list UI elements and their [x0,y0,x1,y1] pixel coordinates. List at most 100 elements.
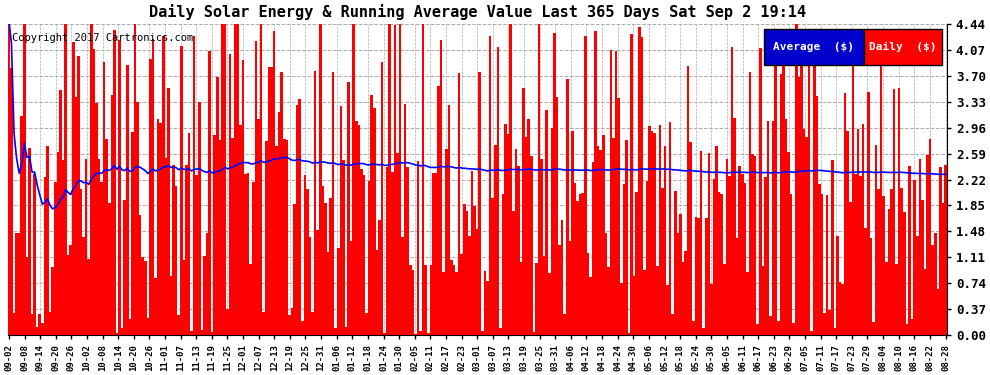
Bar [18,233,21,335]
Bar [929,139,932,335]
Bar [499,328,502,335]
Bar [87,260,90,335]
Bar [293,204,296,335]
Bar [816,96,818,335]
Bar [612,138,615,335]
Bar [275,147,278,335]
Bar [126,65,129,335]
Bar [404,104,407,335]
Bar [824,313,826,335]
Bar [95,103,98,335]
Bar [47,146,49,335]
Bar [558,245,561,335]
Bar [484,271,486,335]
Bar [826,195,829,335]
Bar [327,252,330,335]
Bar [365,313,368,335]
Bar [349,241,352,335]
Bar [53,182,56,335]
Bar [671,314,674,335]
Bar [581,193,584,335]
Bar [92,49,95,335]
Bar [592,162,594,335]
Bar [82,237,85,335]
Bar [56,152,59,335]
Bar [201,330,203,335]
Bar [723,264,726,335]
Bar [116,333,118,335]
Bar [156,119,159,335]
Bar [728,176,731,335]
Bar [66,255,69,335]
Bar [335,328,337,335]
Bar [319,20,322,335]
Bar [795,20,798,335]
Bar [736,238,739,335]
Bar [530,156,533,335]
Bar [262,312,265,335]
Bar [430,266,433,335]
Bar [129,319,131,335]
Bar [599,150,602,335]
Bar [306,189,309,335]
Bar [352,21,355,335]
Bar [399,20,401,335]
Bar [875,145,877,335]
Bar [370,95,373,335]
Bar [800,46,803,335]
Bar [787,152,790,335]
Bar [388,20,391,335]
Bar [265,141,267,335]
Bar [118,40,121,335]
Bar [447,105,450,335]
Bar [739,166,741,335]
Bar [391,172,394,335]
Bar [142,257,144,335]
Bar [188,133,190,335]
Bar [322,186,324,335]
Bar [761,266,764,335]
Bar [790,194,792,335]
Bar [257,119,259,335]
Bar [561,220,563,335]
Bar [741,174,743,335]
Bar [893,89,895,335]
Bar [623,184,625,335]
Bar [234,20,237,335]
Bar [386,166,388,335]
Bar [536,263,538,335]
Bar [843,93,846,335]
Bar [111,95,113,335]
Bar [533,332,536,335]
Bar [504,124,507,335]
Bar [743,183,746,335]
Bar [726,159,728,335]
Bar [211,332,214,335]
Bar [808,32,811,335]
Bar [347,81,349,335]
Bar [69,244,72,335]
Bar [108,203,111,335]
FancyBboxPatch shape [763,29,864,64]
Bar [541,159,543,335]
Bar [525,137,528,335]
Bar [571,130,573,335]
Bar [718,192,721,335]
Bar [144,261,147,335]
Bar [803,129,805,335]
Bar [851,66,854,335]
Bar [337,248,340,335]
Bar [378,220,381,335]
Bar [669,122,671,335]
Bar [452,266,455,335]
Bar [182,260,185,335]
Bar [579,194,581,335]
Bar [167,88,169,335]
Bar [818,184,821,335]
Bar [597,146,599,335]
Bar [689,142,692,335]
Bar [446,149,447,335]
Bar [219,140,221,335]
Bar [769,316,772,335]
Bar [460,255,463,335]
